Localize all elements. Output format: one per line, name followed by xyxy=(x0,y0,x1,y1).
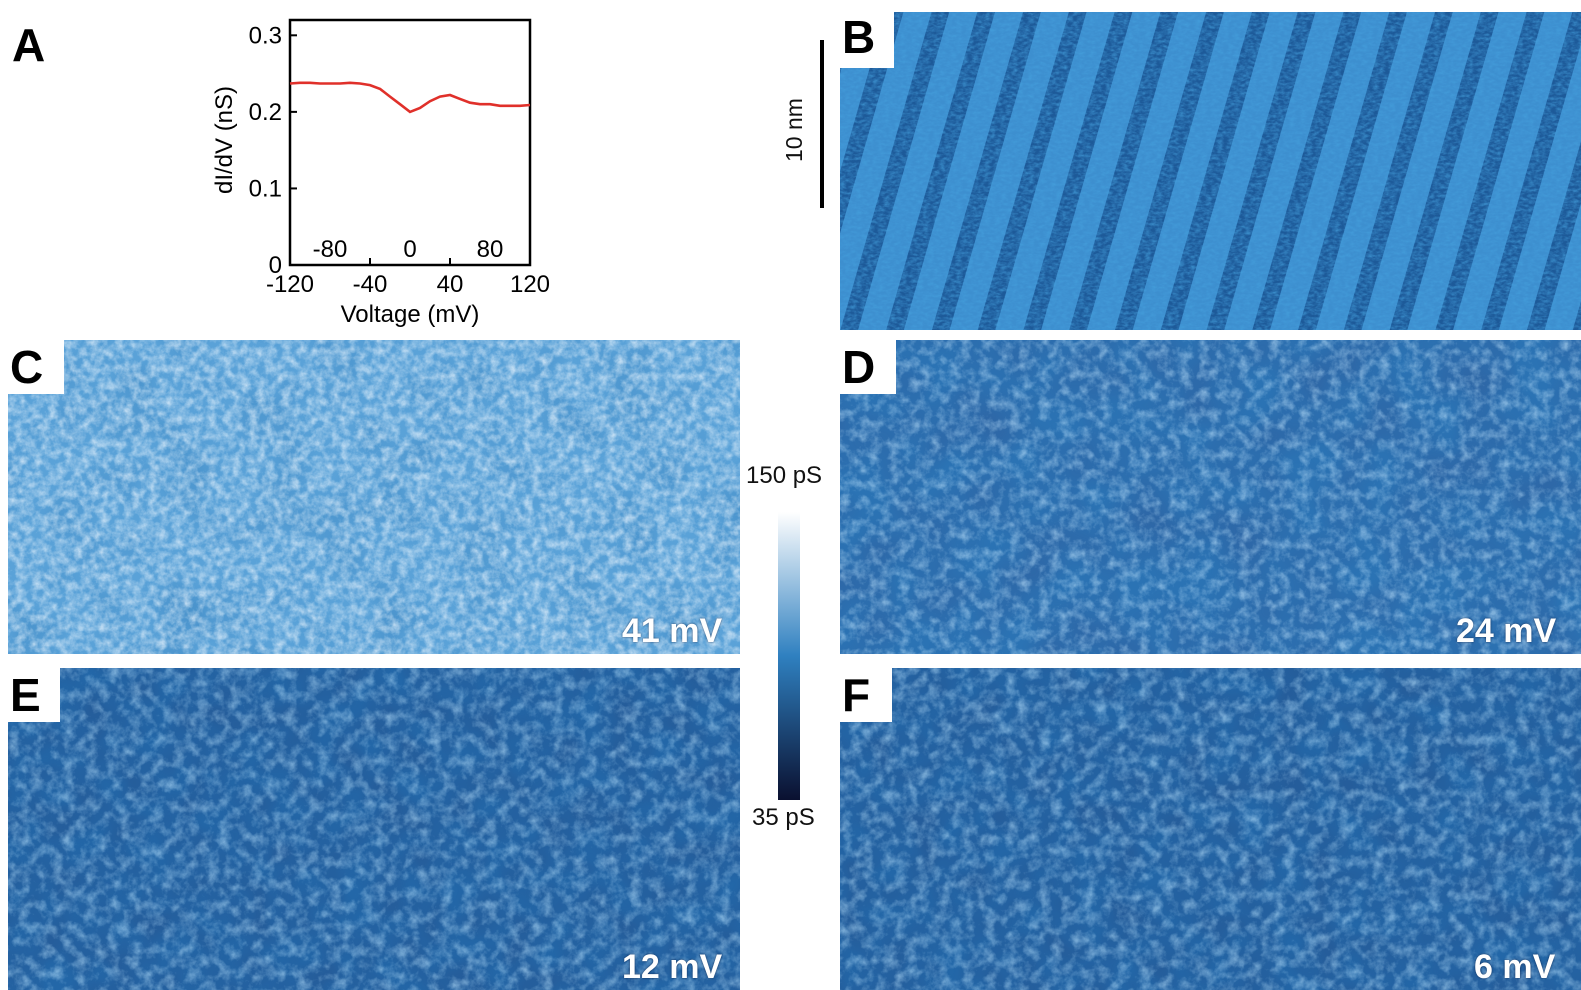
colorbar xyxy=(778,512,800,800)
x-tick-label: -120 xyxy=(266,271,314,298)
x-tick-label: 40 xyxy=(437,271,464,298)
energy-label-c: 41 mV xyxy=(622,612,723,650)
conductance-map-e xyxy=(8,668,740,990)
conductance-map-c xyxy=(8,340,740,654)
conductance-image xyxy=(8,668,740,990)
energy-label-e: 12 mV xyxy=(622,948,723,986)
y-axis-label: dI/dV (nS) xyxy=(211,86,238,194)
x-axis-label: Voltage (mV) xyxy=(341,301,480,328)
panel-letter-f: F xyxy=(842,669,871,721)
topography-map-b xyxy=(840,12,1581,330)
x-tick-label-inner: 0 xyxy=(403,236,416,263)
conductance-image xyxy=(840,668,1581,990)
letter-tab-c xyxy=(6,338,64,394)
panel-letter-a: A xyxy=(12,19,46,71)
letter-tab-e xyxy=(6,666,60,722)
conductance-image xyxy=(840,340,1581,654)
colorbar-max-label: 150 pS xyxy=(746,462,823,489)
panel-letter-b: B xyxy=(842,11,876,63)
panel-letter-d: D xyxy=(842,341,876,393)
panel-letter-e: E xyxy=(10,669,41,721)
conductance-map-d xyxy=(840,340,1581,654)
y-tick-label: 0.2 xyxy=(249,99,282,126)
x-tick-label: 120 xyxy=(510,271,550,298)
x-tick-label-inner: -80 xyxy=(313,236,348,263)
y-tick-label: 0.3 xyxy=(249,22,282,49)
panel-letter-c: C xyxy=(10,341,44,393)
plot-frame xyxy=(288,18,532,267)
x-tick-label-inner: 80 xyxy=(477,236,504,263)
spectrum-line xyxy=(289,81,531,114)
y-tick-label: 0.1 xyxy=(249,175,282,202)
topography-image xyxy=(840,12,1581,330)
conductance-map-f xyxy=(840,668,1581,990)
letter-tab-f xyxy=(838,666,892,722)
x-tick-label: -40 xyxy=(353,271,388,298)
scale-bar-label: 10 nm xyxy=(781,98,807,162)
letter-tab-d xyxy=(838,338,896,394)
energy-label-d: 24 mV xyxy=(1456,612,1557,650)
y-tick-label: 0 xyxy=(269,252,282,279)
letter-tab-b xyxy=(838,10,894,68)
conductance-image xyxy=(8,340,740,654)
spectrum-chart: -120 -40 40 120 -80 0 80 0 0.1 0.2 0.3 Voltage (m… xyxy=(211,18,550,328)
scale-bar xyxy=(820,40,824,208)
energy-label-f: 6 mV xyxy=(1474,948,1556,986)
colorbar-min-label: 35 pS xyxy=(752,804,815,831)
